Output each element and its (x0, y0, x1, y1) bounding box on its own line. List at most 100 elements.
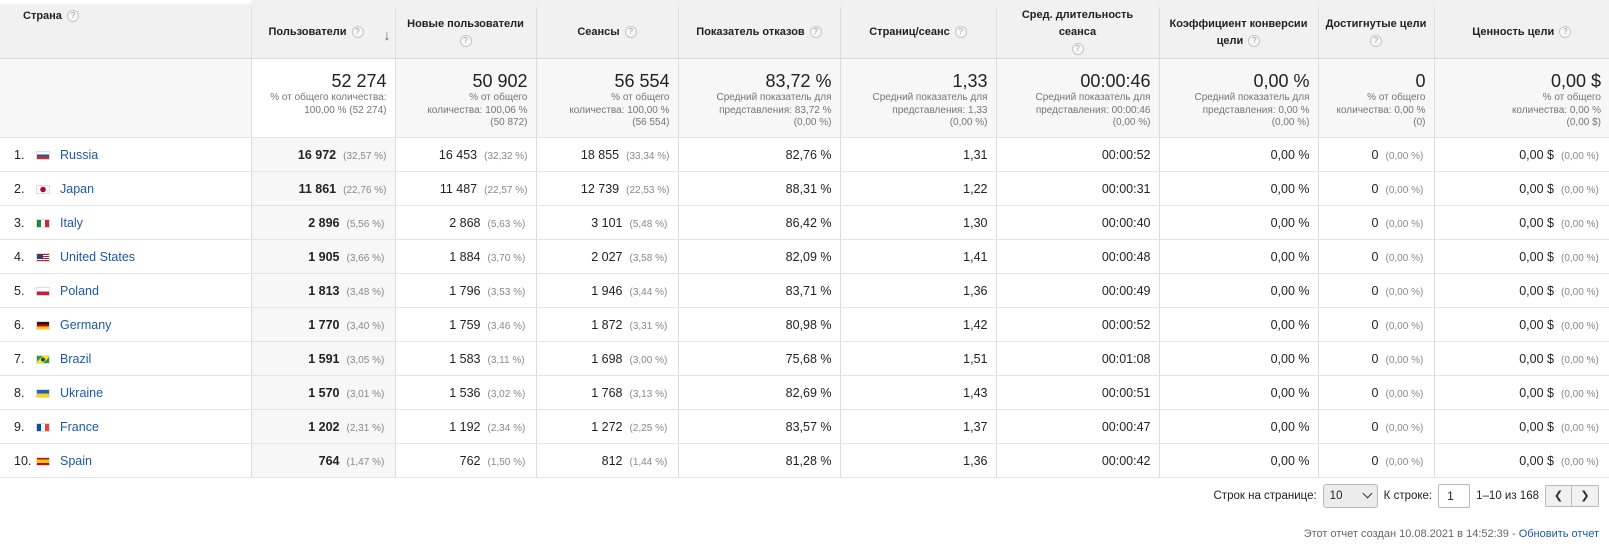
avg-duration-cell: 00:00:40 (995, 205, 1159, 240)
sessions-cell-percent: (2,25 %) (629, 422, 668, 434)
sessions-cell: 1 272 (2,25 %) (535, 409, 678, 444)
sessions-cell: 1 946 (3,44 %) (535, 273, 678, 308)
total-value: 0,00 $ (1550, 71, 1601, 91)
pages-per-session-cell: 1,43 (839, 375, 996, 410)
new-users-cell-percent: (3,11 %) (487, 354, 525, 366)
bounce-rate-header-label: Показатель отказов (696, 26, 805, 38)
sort-desc-icon[interactable]: ↓ (383, 27, 391, 43)
conversion-rate-header[interactable]: Коэффициент конверсии цели? (1158, 0, 1318, 59)
pages-per-session-cell-value: 1,36 (963, 283, 988, 298)
flag-icon (36, 422, 50, 432)
pages-per-session-cell: 1,36 (839, 273, 996, 308)
goal-completions-cell-value: 0 (1371, 317, 1379, 332)
country-link[interactable]: Italy (60, 215, 83, 230)
avg-duration-cell-value: 00:01:08 (1101, 351, 1151, 366)
country-link[interactable]: Russia (60, 147, 99, 162)
avg-duration-cell-value: 00:00:52 (1101, 317, 1151, 332)
total-subtext-line: Средний показатель для (872, 92, 988, 103)
help-icon[interactable]: ? (459, 34, 472, 47)
country-link[interactable]: United States (60, 249, 136, 264)
total-subtext: % от общего количества: 100,06 % (50 872) (404, 92, 528, 130)
table-row: 7. Brazil 1 591 (3,05 %) 1 583 (3,11 %) 1 698 (… (0, 341, 1609, 376)
total-subtext-line: % от общего (469, 92, 528, 103)
country-link[interactable]: Spain (60, 453, 92, 468)
goal-completions-cell: 0 (0,00 %) (1317, 137, 1434, 172)
new-users-cell-percent: (2,34 %) (487, 422, 526, 434)
goal-value-cell: 0,00 $ (0,00 %) (1433, 443, 1609, 478)
goal-completions-cell: 0 (0,00 %) (1317, 205, 1434, 240)
total-subtext-line: Средний показатель для (716, 92, 832, 103)
sessions-header[interactable]: Сеансы? (535, 0, 678, 59)
country-link[interactable]: Japan (60, 181, 95, 196)
table-row: 5. Poland 1 813 (3,48 %) 1 796 (3,53 %) 1 946 (… (0, 273, 1609, 308)
goal-completions-cell-percent: (0,00 %) (1385, 218, 1424, 230)
avg-duration-cell: 00:00:51 (995, 375, 1159, 410)
rows-per-page-select[interactable]: 10 (1322, 484, 1378, 508)
help-icon[interactable]: ? (1370, 34, 1382, 47)
totals-row: 52 274% от общего количества: 100,00 % (5… (0, 58, 1609, 138)
goal-completions-header[interactable]: Достигнутые цели? (1317, 0, 1434, 59)
goal-value-header-label: Ценность цели (1472, 26, 1555, 38)
users-header[interactable]: Пользователи? ↓ (250, 0, 395, 59)
goto-row-input[interactable]: 1 (1438, 484, 1471, 508)
goal-value-cell: 0,00 $ (0,00 %) (1433, 273, 1609, 308)
header-row: Страна? Пользователи? ↓ Новые пользовател… (0, 0, 1609, 59)
flag-icon (36, 354, 50, 364)
row-index: 9. (14, 419, 25, 434)
new-users-cell: 1 796 (3,53 %) (394, 273, 536, 308)
total-new-users: 50 902% от общего количества: 100,06 % (50… (394, 58, 536, 138)
total-subtext: % от общего количества: 0,00 % (0,00 $) (1443, 92, 1601, 130)
users-cell-percent: (3,48 %) (346, 286, 385, 298)
help-icon[interactable]: ? (809, 26, 822, 38)
bounce-rate-cell: 82,69 % (677, 375, 840, 410)
help-icon[interactable]: ? (624, 26, 637, 38)
sessions-cell-percent: (5,48 %) (629, 218, 668, 230)
users-cell: 16 972 (32,57 %) (250, 137, 395, 172)
country-link[interactable]: Ukraine (60, 385, 104, 400)
help-icon[interactable]: ? (1071, 43, 1084, 55)
country-header[interactable]: Страна? (0, 3, 251, 59)
total-subtext-line: 100,00 % (52 274) (304, 104, 387, 116)
country-link[interactable]: Poland (60, 283, 99, 298)
help-icon[interactable]: ? (66, 9, 79, 22)
avg-duration-header[interactable]: Сред. длительность сеанса? (995, 0, 1159, 59)
conversion-rate-cell-value: 0,00 % (1270, 419, 1310, 434)
country-link[interactable]: Germany (60, 317, 112, 332)
new-users-cell: 1 536 (3,02 %) (394, 375, 536, 410)
sessions-cell-percent: (3,00 %) (629, 354, 668, 366)
bounce-rate-header[interactable]: Показатель отказов? (677, 0, 840, 59)
total-pages-per-session: 1,33 Средний показатель для представления:… (839, 58, 996, 138)
country-link[interactable]: France (60, 419, 99, 434)
help-icon[interactable]: ? (1559, 26, 1572, 38)
bounce-rate-cell: 86,42 % (677, 205, 840, 240)
pages-per-session-header[interactable]: Страниц/сеанс? (839, 0, 996, 59)
goal-value-header[interactable]: Ценность цели? (1433, 0, 1609, 59)
refresh-report-link[interactable]: Обновить отчет (1518, 528, 1599, 540)
next-page-button[interactable]: ❯ (1572, 485, 1599, 507)
pages-per-session-cell: 1,30 (839, 205, 996, 240)
new-users-cell: 16 453 (32,32 %) (394, 137, 536, 172)
new-users-cell-percent: (3,02 %) (487, 388, 526, 400)
new-users-header[interactable]: Новые пользователи? (394, 0, 536, 59)
users-cell-percent: (2,31 %) (346, 422, 385, 434)
country-link[interactable]: Brazil (60, 351, 92, 366)
new-users-cell-percent: (1,50 %) (487, 456, 526, 468)
help-icon[interactable]: ? (351, 26, 364, 38)
help-icon[interactable]: ? (954, 26, 967, 38)
users-cell-value: 1 905 (308, 249, 340, 264)
avg-duration-cell: 00:00:47 (995, 409, 1159, 444)
table-row: 10. Spain 764 (1,47 %) 762 (1,50 %) 812 (1,44 %… (0, 443, 1609, 478)
users-cell-value: 1 770 (308, 317, 340, 332)
sessions-cell: 2 027 (3,58 %) (535, 239, 678, 274)
users-cell-value: 764 (318, 453, 340, 468)
sessions-cell-value: 1 272 (591, 419, 623, 434)
goal-completions-cell-value: 0 (1371, 453, 1379, 468)
prev-page-button[interactable]: ❮ (1545, 485, 1572, 507)
pages-per-session-cell-value: 1,51 (963, 351, 988, 366)
new-users-cell-value: 1 884 (449, 249, 481, 264)
users-header-label: Пользователи (268, 26, 347, 38)
help-icon[interactable]: ? (1248, 34, 1261, 47)
sessions-cell-percent: (1,44 %) (629, 456, 668, 468)
bounce-rate-cell: 83,71 % (677, 273, 840, 308)
avg-duration-cell: 00:00:42 (995, 443, 1159, 478)
